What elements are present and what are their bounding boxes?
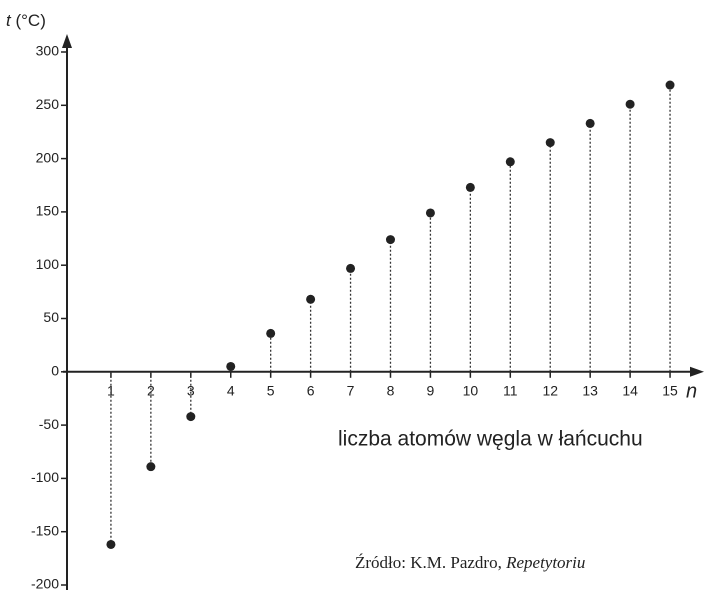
x-tick-label: 4 [227, 383, 235, 399]
x-axis-label: liczba atomów węgla w łańcuchu [338, 428, 643, 451]
y-var: t [6, 11, 12, 30]
point [346, 263, 356, 273]
y-tick-label: 0 [51, 363, 59, 379]
y-tick-label: -150 [31, 522, 59, 538]
x-tick-label: 14 [622, 383, 638, 399]
y-tick-label: -200 [31, 576, 59, 592]
x-tick-label: 12 [542, 383, 558, 399]
x-tick-label: 9 [427, 383, 435, 399]
point [385, 235, 395, 245]
point [665, 80, 675, 90]
y-axis-arrow [62, 34, 72, 48]
x-tick-label: 7 [347, 383, 355, 399]
y-tick-label: 200 [36, 149, 60, 165]
point [106, 539, 116, 549]
y-axis-label: t (°C) [6, 11, 46, 30]
x-tick-label: 13 [582, 383, 598, 399]
x-tick-label: 15 [662, 383, 678, 399]
x-axis-arrow [690, 366, 704, 377]
point [625, 99, 635, 109]
x-var: n [686, 380, 697, 402]
point [306, 294, 316, 304]
point [266, 328, 276, 338]
y-tick-label: 300 [36, 43, 60, 59]
x-tick-label: 1 [107, 383, 115, 399]
x-tick-label: 2 [147, 383, 155, 399]
point [146, 462, 156, 472]
x-tick-label: 8 [387, 383, 395, 399]
point [465, 182, 475, 192]
x-tick-label: 6 [307, 383, 315, 399]
y-tick-label: 100 [36, 256, 60, 272]
x-tick-label: 11 [503, 383, 518, 399]
point [545, 138, 555, 148]
source-text: Źródło: K.M. Pazdro, [355, 553, 506, 572]
point [186, 412, 196, 422]
y-unit: (°C) [15, 11, 45, 30]
point [226, 361, 236, 371]
point [585, 118, 595, 128]
source: Źródło: K.M. Pazdro, Repetytoriu [355, 553, 585, 572]
point [425, 208, 435, 218]
source-title: Repetytoriu [505, 553, 585, 572]
y-tick-label: 250 [36, 96, 60, 112]
x-tick-label: 10 [463, 383, 479, 399]
x-tick-label: 3 [187, 383, 195, 399]
point [505, 157, 515, 167]
y-tick-label: 50 [43, 309, 59, 325]
x-tick-label: 5 [267, 383, 275, 399]
y-tick-label: -50 [39, 416, 59, 432]
y-tick-label: 150 [36, 203, 60, 219]
y-tick-label: -100 [31, 469, 59, 485]
